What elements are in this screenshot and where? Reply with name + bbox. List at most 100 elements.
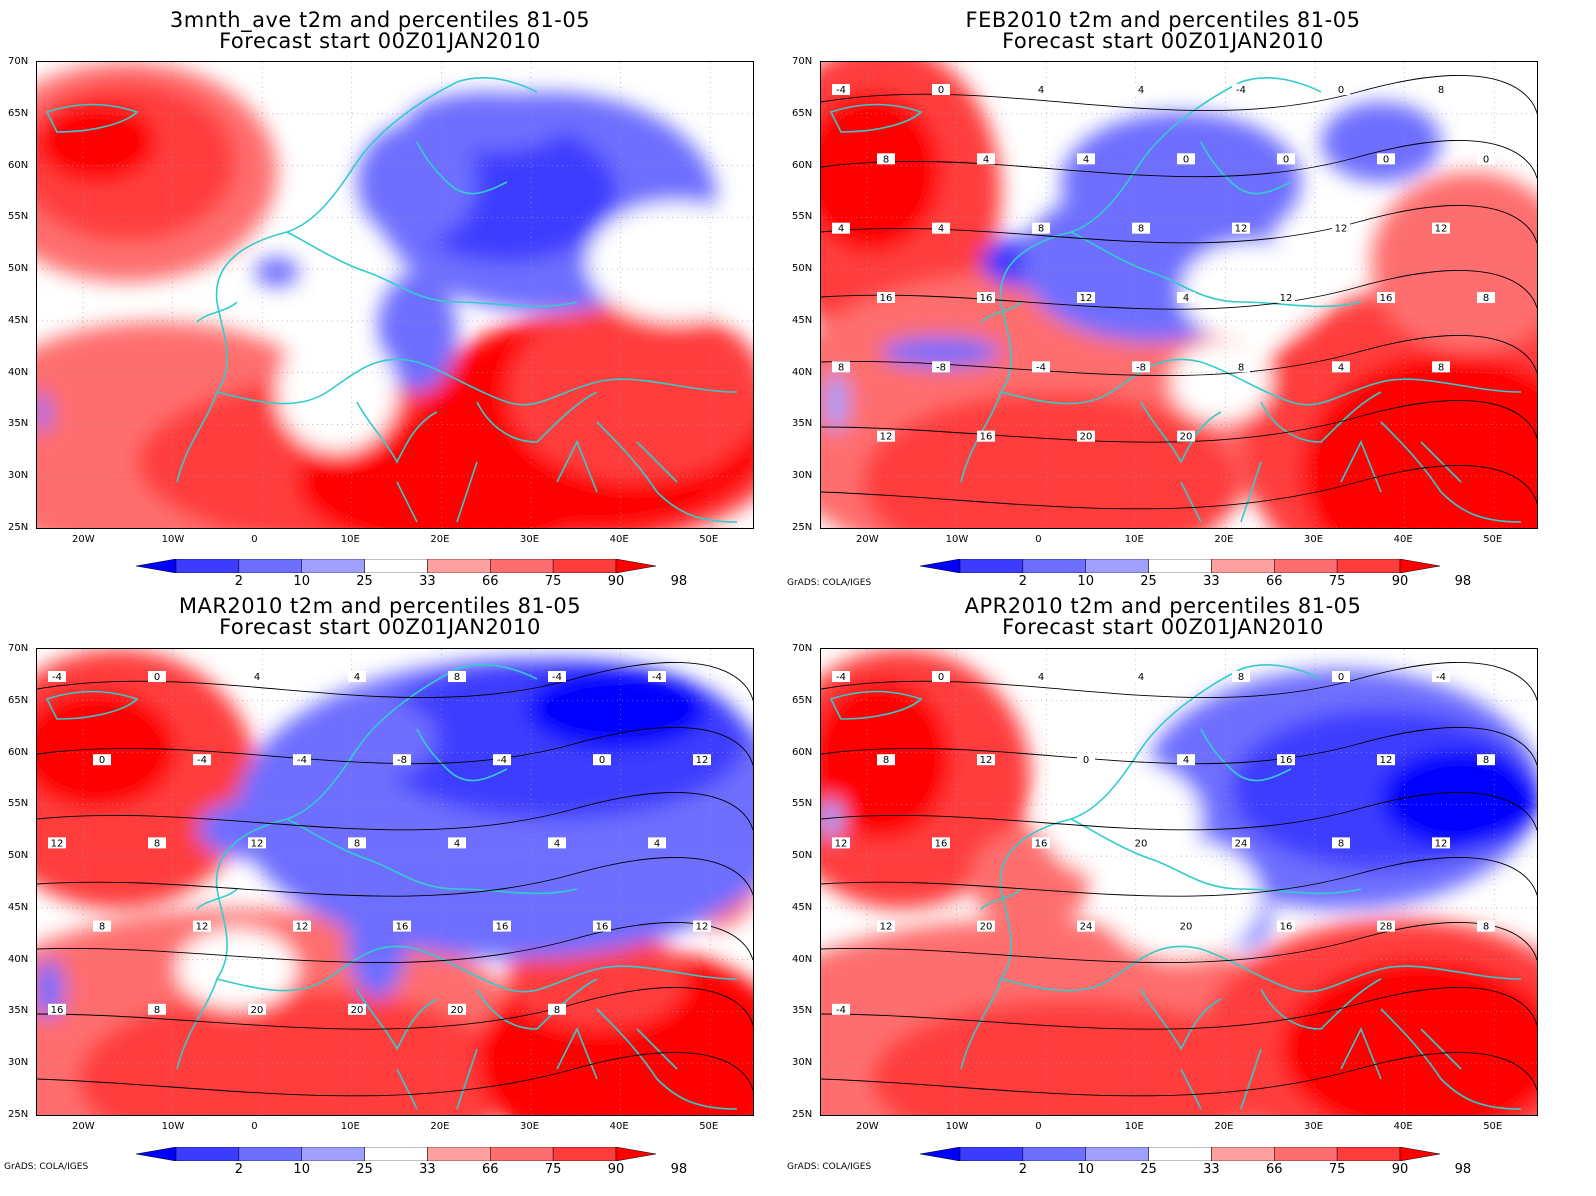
lon-tick-label: 30E	[1304, 534, 1324, 545]
coastline	[416, 141, 508, 195]
contour-label: -4	[552, 672, 562, 683]
contour-label-bg	[1477, 920, 1495, 932]
coastline	[396, 1027, 678, 1110]
coastline	[45, 690, 139, 720]
lon-tick-label: 50E	[1483, 1121, 1503, 1132]
contour-label-bg	[1232, 222, 1250, 234]
contour-label-bg	[393, 754, 411, 766]
contour-label: 8	[1483, 922, 1489, 933]
lat-tick-label: 35N	[792, 1005, 813, 1017]
shade-region	[881, 337, 1001, 367]
contour-label: 16	[880, 293, 893, 304]
colorbar-label: 10	[293, 1162, 310, 1177]
colorbar-label: 75	[544, 574, 562, 589]
lon-tick-label: 10W	[161, 1121, 185, 1132]
contour-label: 16	[980, 432, 993, 443]
colorbar-label: 90	[607, 574, 625, 589]
coastline	[286, 231, 578, 308]
contour-label: 8	[883, 154, 889, 165]
contour-label: 8	[1338, 838, 1344, 849]
contour-label-bg	[1032, 671, 1050, 682]
coastline	[1180, 1027, 1462, 1110]
contour-label-bg	[648, 671, 666, 682]
shade-region	[347, 879, 407, 999]
contour-label-bg	[1177, 754, 1195, 766]
colorbar-swatch	[1274, 559, 1338, 573]
lat-tick-label: 70N	[792, 643, 813, 654]
lon-tick-label: 40E	[1393, 534, 1413, 545]
contour-label-bg	[1077, 153, 1095, 165]
colorbar-swatch	[1336, 559, 1401, 573]
contour-label: 12	[1435, 838, 1448, 849]
isotherm-contour	[37, 856, 753, 897]
isotherm-contour	[37, 921, 753, 964]
lon-tick-label: 20W	[72, 534, 95, 545]
lat-tick-label: 30N	[792, 1057, 813, 1069]
contour-label: 20	[1080, 432, 1093, 443]
contour-label: 16	[980, 293, 993, 304]
contour-label-bg	[877, 430, 895, 442]
panel-title-line1: APR2010 t2m and percentiles 81-05	[964, 594, 1362, 618]
shade-region	[1301, 352, 1537, 528]
lat-tick-label: 50N	[792, 263, 813, 275]
contour-label: 20	[980, 922, 993, 933]
coastline	[1000, 358, 1522, 406]
lat-tick-label: 25N	[8, 522, 29, 533]
contour-label-bg	[1377, 920, 1395, 932]
panel-title-line2: Forecast start 00Z01JAN2010	[1002, 29, 1324, 53]
contour-label: 8	[1038, 224, 1044, 235]
colorbar-swatch	[1336, 1147, 1401, 1161]
coastline	[45, 103, 139, 133]
colorbar-swatch	[427, 1147, 491, 1161]
lat-tick-label: 55N	[8, 798, 29, 810]
coastline	[980, 301, 1022, 323]
lon-tick-label: 0	[251, 534, 258, 545]
contour-label: 4	[838, 224, 844, 235]
contour-label: -4	[836, 1005, 846, 1016]
contour-label: 4	[1138, 85, 1144, 96]
shaded-percentile-map	[37, 62, 753, 528]
panel-mar2010: MAR2010 t2m and percentiles 81-05 Foreca…	[0, 596, 780, 1186]
contour-label-bg	[877, 920, 895, 932]
contour-label: 12	[880, 432, 893, 443]
lat-tick-label: 60N	[792, 159, 813, 171]
coastline	[596, 421, 738, 523]
isotherm-contour	[821, 334, 1537, 377]
colorbar-label: 66	[1266, 1162, 1283, 1177]
contour-label: 8	[1438, 85, 1444, 96]
colorbar-swatch	[1022, 559, 1086, 573]
lat-tick-label: 70N	[792, 56, 813, 67]
contour-label: 0	[1338, 85, 1344, 96]
contour-label-bg	[932, 222, 950, 234]
contour-label-bg	[148, 837, 166, 849]
contour-label-bg	[48, 671, 66, 682]
colorbar-label: 98	[1454, 574, 1472, 589]
contour-label-bg	[1432, 837, 1450, 849]
lon-tick-label: 50E	[699, 1121, 719, 1132]
contour-label-bg	[1132, 84, 1150, 95]
lon-tick-label: 40E	[609, 1121, 629, 1132]
shade-region	[277, 332, 397, 452]
isotherm-contour	[821, 1051, 1537, 1097]
contour-label-bg	[1132, 671, 1150, 682]
contour-label-bg	[1132, 837, 1150, 849]
coastline	[476, 391, 598, 443]
colorbar-swatch	[1022, 1147, 1086, 1161]
contour-label: 8	[1438, 362, 1444, 373]
contour-label-bg	[832, 222, 850, 234]
contour-label: 12	[696, 922, 709, 933]
contour-label-bg	[48, 1003, 66, 1015]
contour-label-bg	[1432, 222, 1450, 234]
map-frame: -4 0 4 4 -4 0 8 8 4 4 0 0 0 0 4 4 8 8 12 12 12 16 16 12 4 12 16 8 8 -…	[820, 61, 1538, 529]
isotherm-contour	[821, 986, 1537, 1030]
colorbar-swatch	[490, 1147, 554, 1161]
isotherm-contour	[37, 661, 753, 701]
contour-label-bg	[1077, 754, 1095, 766]
contour-label: 0	[1383, 154, 1389, 165]
colorbar-swatch	[1274, 1147, 1338, 1161]
colorbar-label: 90	[1391, 1162, 1409, 1177]
lon-tick-label: 30E	[520, 1121, 540, 1132]
colorbar-label: 66	[482, 574, 499, 589]
contour-label-bg	[832, 837, 850, 849]
contour-label-bg	[977, 292, 995, 303]
